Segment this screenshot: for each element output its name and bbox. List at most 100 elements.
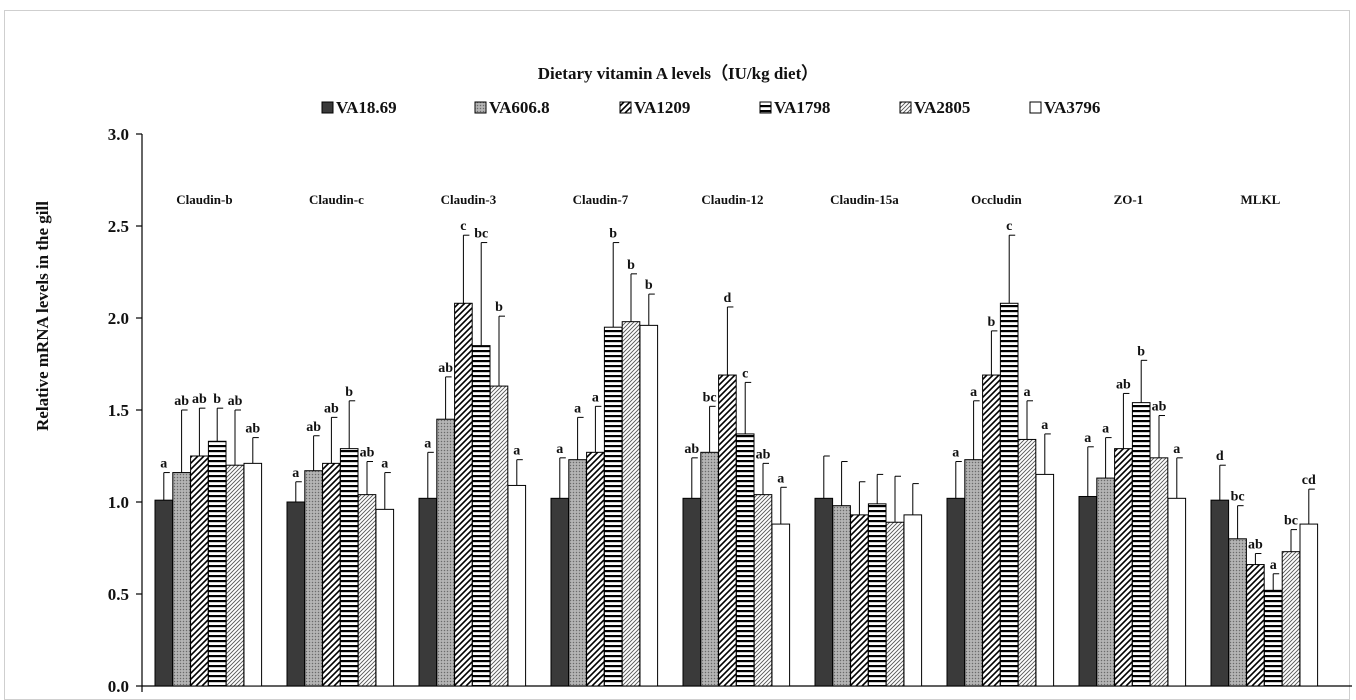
bar <box>304 470 323 687</box>
bar <box>885 521 905 687</box>
significance-label: ab <box>684 442 699 457</box>
bar <box>454 302 473 687</box>
y-axis-label: Relative mRNA levels in the gill <box>33 201 52 431</box>
legend-swatch <box>1029 101 1042 114</box>
bar <box>1228 538 1247 687</box>
y-tick-label: 1.0 <box>108 493 129 512</box>
bar <box>1131 402 1151 687</box>
significance-label: a <box>1084 431 1091 446</box>
significance-label: ab <box>438 361 453 376</box>
significance-label: b <box>609 227 617 242</box>
significance-label: cd <box>1302 473 1316 488</box>
significance-label: a <box>160 457 167 472</box>
significance-label: bc <box>1284 514 1298 529</box>
legend-label: VA18.69 <box>336 98 397 117</box>
significance-label: ab <box>324 401 339 416</box>
bar <box>1246 564 1265 687</box>
bar <box>682 497 702 687</box>
bar <box>286 501 306 687</box>
bar <box>639 324 659 687</box>
significance-label: b <box>213 392 221 407</box>
bar <box>1263 589 1283 687</box>
significance-label: ab <box>174 394 189 409</box>
significance-label: a <box>1041 418 1048 433</box>
bar <box>753 494 773 687</box>
bar <box>550 497 570 687</box>
bar <box>1017 438 1037 687</box>
bar <box>243 462 263 687</box>
bar <box>225 464 245 687</box>
significance-label: ab <box>360 446 375 461</box>
bar <box>903 514 923 687</box>
significance-label: ab <box>228 394 243 409</box>
bar <box>964 459 983 687</box>
legend-swatch <box>474 101 487 114</box>
significance-label: a <box>777 471 784 486</box>
bar <box>771 523 791 687</box>
legend: VA18.69 VA606.8 VA1209 VA1798 VA2805 VA3796 <box>321 98 1100 117</box>
bar <box>507 484 527 687</box>
bar <box>172 472 191 687</box>
bar <box>586 451 605 687</box>
bar <box>1281 551 1301 687</box>
bar <box>603 326 623 687</box>
legend-label: VA1209 <box>634 98 690 117</box>
significance-label: a <box>381 457 388 472</box>
bar <box>207 440 227 687</box>
y-tick-label: 2.5 <box>108 217 129 236</box>
bar <box>1035 473 1055 687</box>
bar <box>1210 499 1230 687</box>
significance-label: bc <box>703 390 717 405</box>
bar <box>621 321 641 687</box>
bar <box>700 451 719 687</box>
bar <box>436 418 455 687</box>
category-label: Claudin-7 <box>573 192 629 207</box>
bar <box>1078 495 1098 687</box>
legend-swatch <box>759 101 772 114</box>
bar <box>418 497 438 687</box>
bar <box>489 385 509 687</box>
significance-label: a <box>1024 385 1031 400</box>
bar <box>375 508 395 687</box>
bar <box>814 497 834 687</box>
significance-label: b <box>988 315 996 330</box>
significance-label: ab <box>245 422 260 437</box>
bar <box>1167 497 1187 687</box>
bar <box>946 497 966 687</box>
significance-label: c <box>460 219 466 234</box>
y-tick-label: 1.5 <box>108 401 129 420</box>
significance-label: a <box>952 446 959 461</box>
y-tick-label: 2.0 <box>108 309 129 328</box>
significance-label: a <box>1173 442 1180 457</box>
category-label: ZO-1 <box>1114 192 1144 207</box>
significance-label: bc <box>1231 490 1245 505</box>
significance-label: d <box>724 291 732 306</box>
significance-label: b <box>1137 344 1145 359</box>
significance-label: ab <box>192 392 207 407</box>
significance-label: a <box>592 390 599 405</box>
bar <box>190 455 209 687</box>
significance-label: a <box>1102 422 1109 437</box>
bar <box>735 433 755 687</box>
bar <box>867 503 887 687</box>
legend-swatch <box>321 101 334 114</box>
category-label: MLKL <box>1241 192 1281 207</box>
legend-label: VA606.8 <box>489 98 550 117</box>
bar <box>999 302 1019 687</box>
bar <box>1114 448 1133 687</box>
bar <box>718 374 737 687</box>
significance-label: d <box>1216 449 1224 464</box>
bar <box>1096 477 1115 687</box>
category-label: Claudin-12 <box>701 192 763 207</box>
significance-label: a <box>556 442 563 457</box>
significance-label: b <box>345 385 353 400</box>
significance-label: a <box>574 401 581 416</box>
category-label: Claudin-c <box>309 192 364 207</box>
significance-label: ab <box>756 447 771 462</box>
bar <box>1149 457 1169 687</box>
y-tick-label: 3.0 <box>108 125 129 144</box>
bar <box>850 514 869 687</box>
legend-swatch <box>619 101 632 114</box>
category-label: Occludin <box>971 192 1022 207</box>
